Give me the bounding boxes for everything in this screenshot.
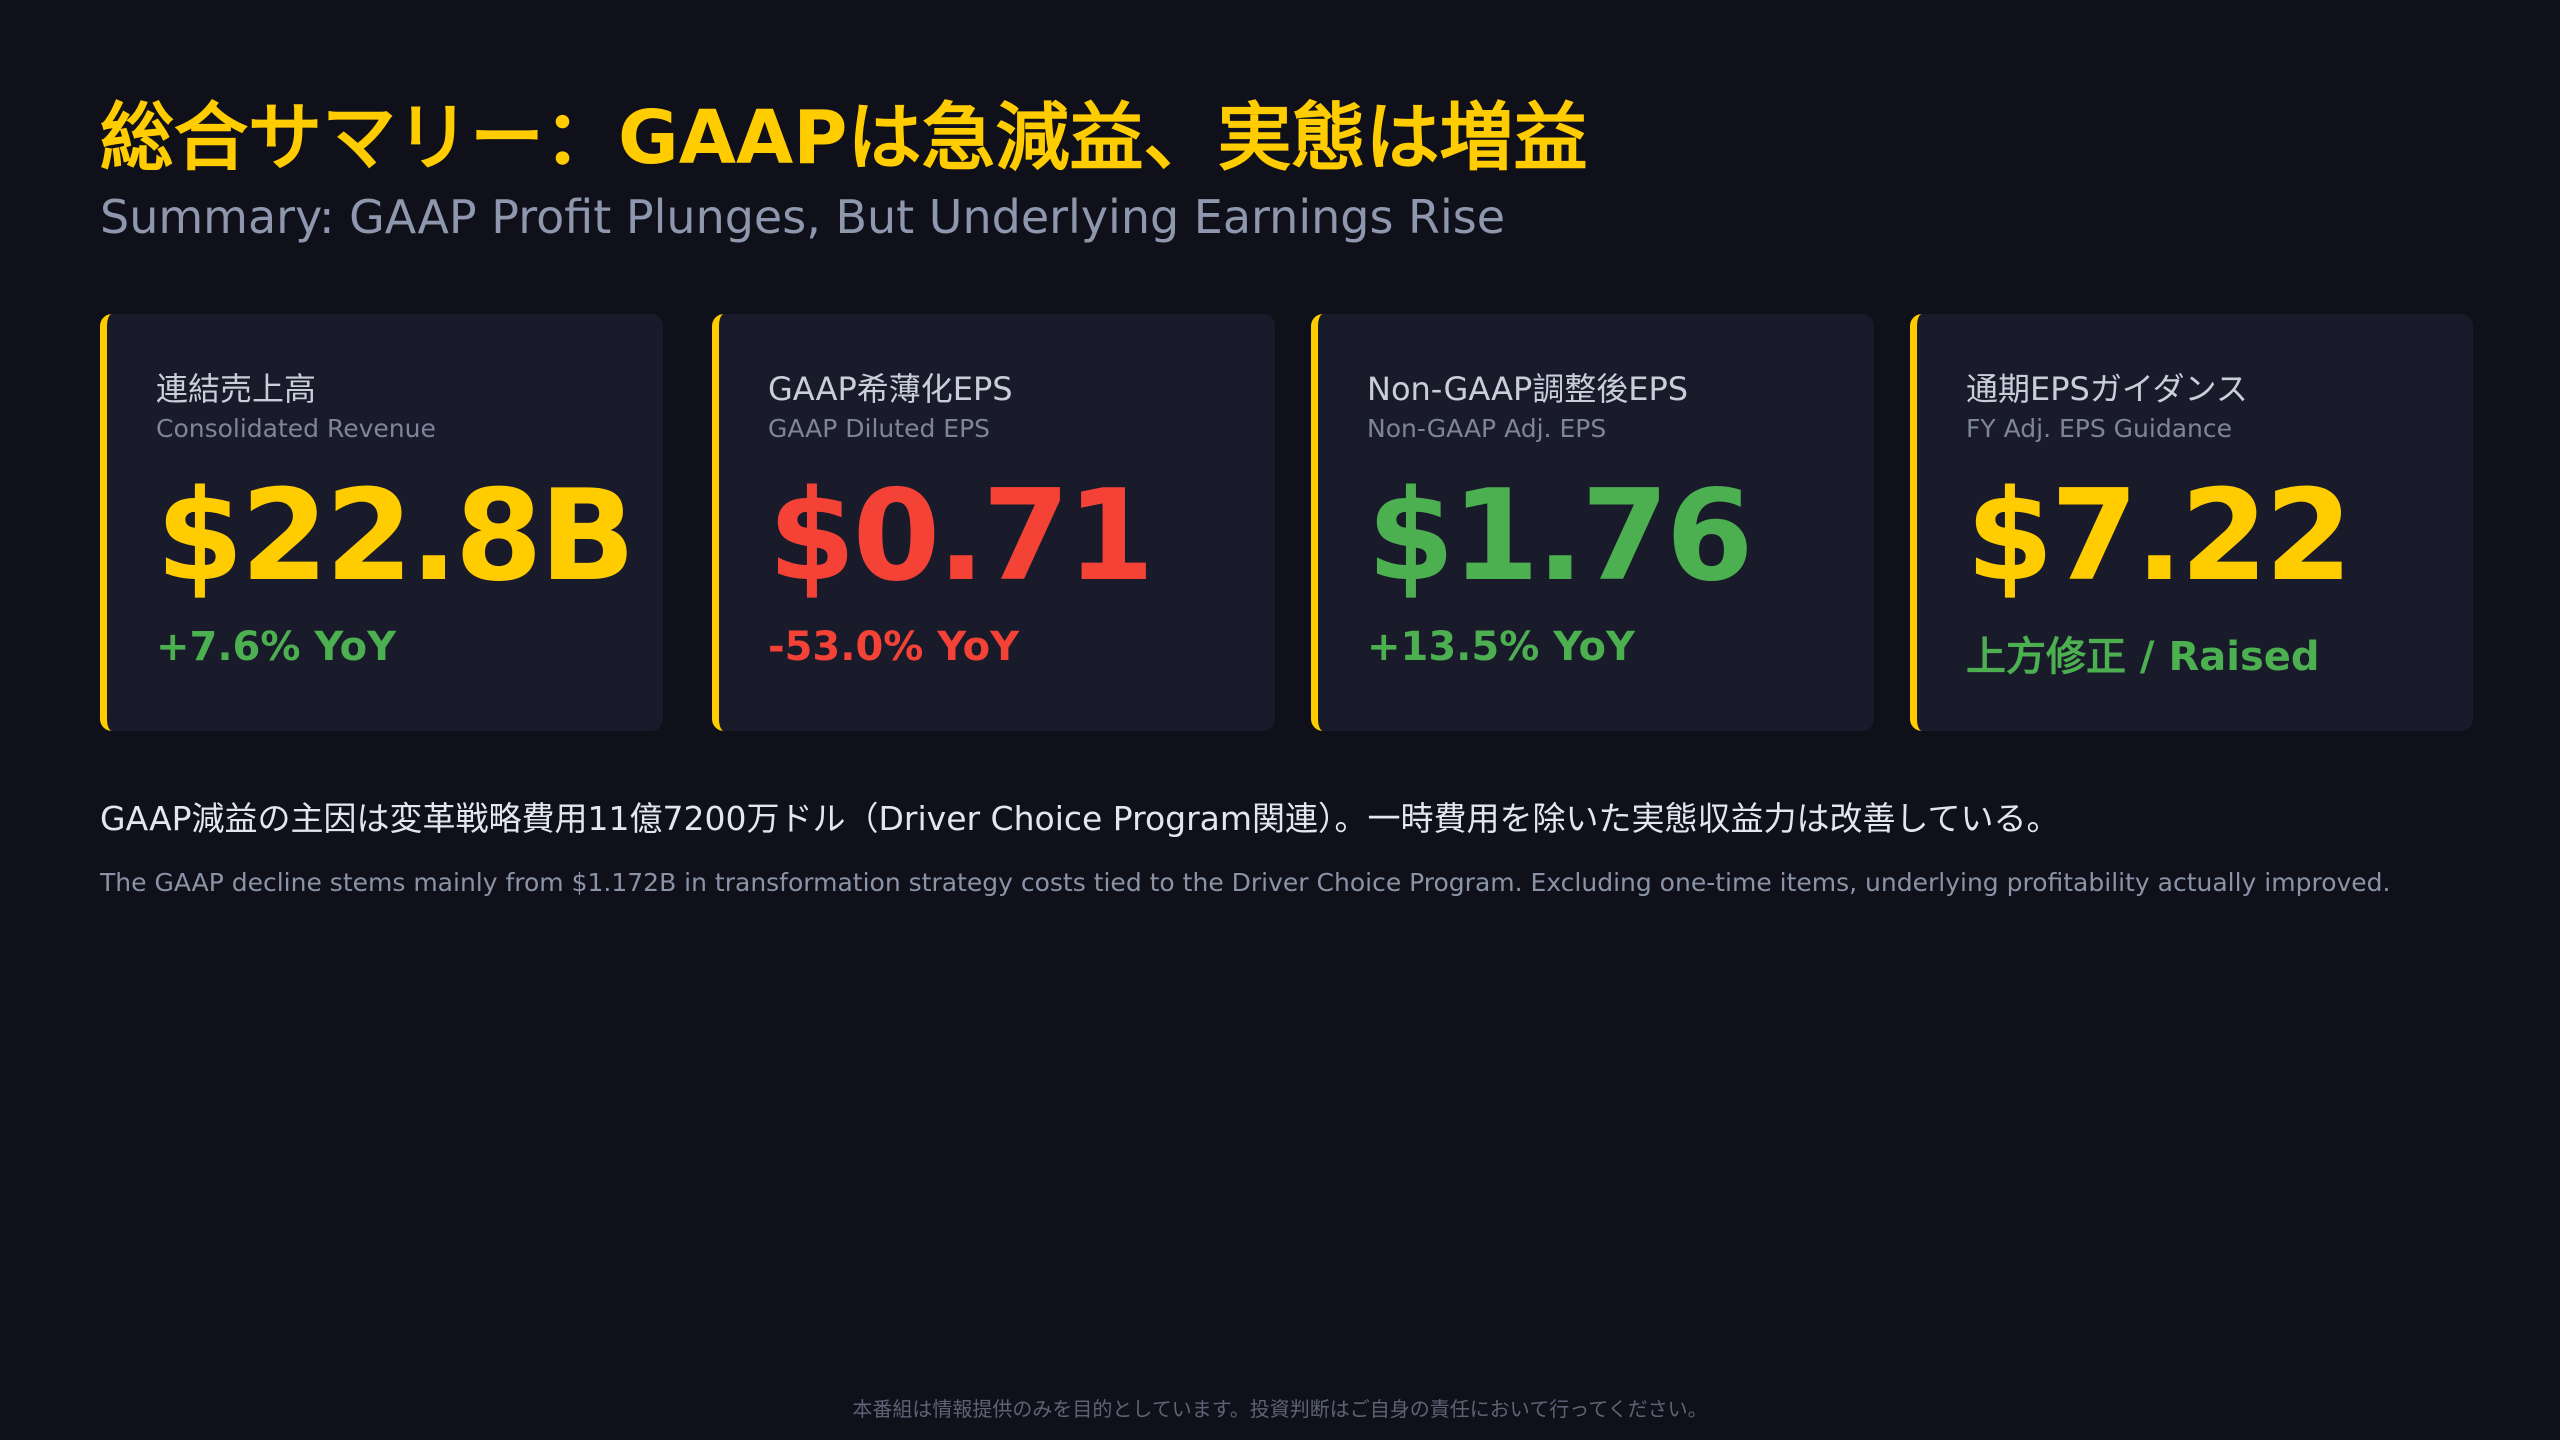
card-label-ja: 通期EPSガイダンス <box>1966 370 2248 408</box>
card-value: $1.76 <box>1367 462 1754 609</box>
metric-cards: 連結売上高 Consolidated Revenue $22.8B +7.6% … <box>100 314 2473 731</box>
card-non-gaap-eps: Non-GAAP調整後EPS Non-GAAP Adj. EPS $1.76 +… <box>1311 314 1874 731</box>
card-label-ja: Non-GAAP調整後EPS <box>1367 370 1689 408</box>
card-label-ja: GAAP希薄化EPS <box>768 370 1013 408</box>
card-value: $0.71 <box>768 462 1155 609</box>
card-gaap-eps: GAAP希薄化EPS GAAP Diluted EPS $0.71 -53.0%… <box>712 314 1275 731</box>
card-label-en: Consolidated Revenue <box>156 414 436 443</box>
card-revenue: 連結売上高 Consolidated Revenue $22.8B +7.6% … <box>100 314 663 731</box>
card-label-en: Non-GAAP Adj. EPS <box>1367 414 1607 443</box>
card-eps-guidance: 通期EPSガイダンス FY Adj. EPS Guidance $7.22 上方… <box>1910 314 2473 731</box>
card-change: +7.6% YoY <box>156 624 397 670</box>
card-change: +13.5% YoY <box>1367 624 1635 670</box>
card-change: 上方修正 / Raised <box>1966 634 2320 680</box>
card-label-en: FY Adj. EPS Guidance <box>1966 414 2232 443</box>
card-label-ja: 連結売上高 <box>156 370 317 408</box>
summary-note-en: The GAAP decline stems mainly from $1.17… <box>100 868 2391 897</box>
footer-disclaimer: 本番組は情報提供のみを目的としています。投資判断はご自身の責任において行ってくだ… <box>852 1397 1708 1421</box>
card-value: $7.22 <box>1966 462 2353 609</box>
card-value: $22.8B <box>156 462 636 609</box>
card-label-en: GAAP Diluted EPS <box>768 414 991 443</box>
page-title: 総合サマリー：GAAPは急減益、実態は増益 <box>100 95 1588 181</box>
card-change: -53.0% YoY <box>768 624 1020 670</box>
summary-note-ja: GAAP減益の主因は変革戦略費用11億7200万ドル（Driver Choice… <box>100 799 2060 838</box>
page-subtitle: Summary: GAAP Profit Plunges, But Underl… <box>100 190 1506 244</box>
